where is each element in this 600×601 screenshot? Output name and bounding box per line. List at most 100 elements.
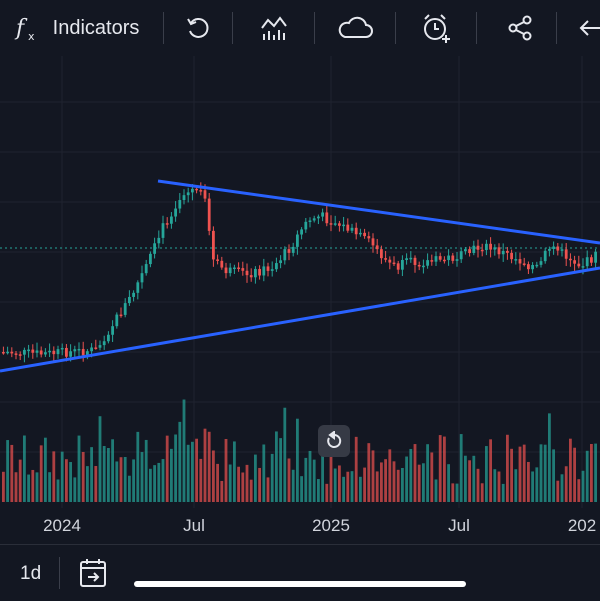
volume-bar: [18, 459, 22, 502]
volume-bar: [216, 463, 219, 502]
volume-bar: [422, 463, 425, 502]
volume-bar: [31, 469, 35, 502]
volume-bar: [459, 434, 463, 502]
volume-bar: [144, 439, 148, 502]
volume-bar: [199, 458, 203, 502]
volume-bar: [531, 471, 534, 502]
candle-body: [102, 341, 106, 346]
volume-bar: [342, 476, 345, 502]
chart-canvas[interactable]: [0, 56, 600, 508]
candle-body: [144, 264, 148, 274]
share-icon[interactable]: [502, 0, 538, 56]
candle-body: [111, 326, 114, 335]
candle-body: [329, 223, 333, 225]
volume-bar: [493, 469, 497, 502]
volume-bar: [98, 416, 102, 502]
volume-bar: [304, 457, 308, 502]
volume-bar: [359, 476, 362, 502]
volume-bar: [325, 483, 329, 502]
indicators-button[interactable]: Indicators: [48, 0, 144, 56]
interval-selector[interactable]: 1d: [20, 563, 42, 584]
candle-body: [128, 296, 131, 304]
candle-body: [77, 348, 81, 351]
function-icon[interactable]: f x: [10, 0, 44, 56]
candle-body: [94, 347, 98, 350]
candle-body: [510, 252, 513, 260]
time-tick: 2025: [312, 516, 350, 535]
volume-bar: [136, 431, 140, 502]
volume-bar: [321, 450, 324, 502]
bottom-bar: 1d: [0, 544, 600, 601]
volume-bar: [228, 464, 232, 502]
volume-bar: [489, 439, 492, 502]
candle-body: [178, 200, 182, 209]
candle-body: [506, 250, 509, 253]
time-tick: 2024: [43, 516, 81, 535]
candle-body: [212, 230, 215, 260]
candle-body: [207, 198, 211, 231]
volume-bar: [65, 459, 68, 502]
candle-body: [44, 352, 47, 355]
price-chart[interactable]: [0, 56, 600, 508]
candle-body: [375, 245, 379, 250]
volume-bar: [392, 461, 396, 502]
candle-body: [258, 268, 261, 276]
volume-bar: [447, 464, 450, 502]
svg-text:x: x: [28, 30, 35, 43]
candle-body: [300, 229, 303, 235]
volume-bar: [270, 453, 274, 502]
volume-bar: [354, 436, 358, 502]
volume-bar: [539, 444, 543, 502]
volume-bar: [577, 479, 581, 502]
undo-icon[interactable]: [180, 0, 216, 56]
reset-chart-button[interactable]: [318, 425, 350, 457]
volume-bar: [396, 469, 400, 502]
candle-body: [90, 347, 93, 352]
candle-body: [527, 264, 530, 270]
candle-body: [228, 267, 232, 274]
volume-bar: [346, 471, 350, 502]
volume-bar: [102, 446, 106, 502]
candle-body: [354, 227, 358, 235]
volume-bar: [90, 447, 93, 502]
volume-bar: [480, 483, 484, 502]
candle-body: [480, 249, 484, 252]
volume-bar: [300, 476, 303, 502]
volume-bar: [527, 461, 530, 502]
indicators-label: Indicators: [52, 16, 140, 39]
candle-body: [149, 253, 152, 265]
cloud-icon[interactable]: [334, 0, 376, 56]
candle-body: [485, 243, 488, 251]
volume-bar: [485, 446, 488, 502]
volume-bar: [363, 467, 366, 502]
calendar-goto-icon[interactable]: [78, 557, 108, 589]
volume-bar: [195, 438, 198, 502]
volume-bar: [384, 459, 387, 502]
volume-bar: [434, 479, 438, 502]
candle-body: [590, 257, 593, 263]
chart-type-icon[interactable]: [256, 0, 292, 56]
volume-bar: [590, 444, 593, 502]
toolbar-divider: [395, 12, 396, 44]
volume-bar: [77, 435, 81, 502]
candle-body: [191, 188, 194, 193]
volume-bar: [224, 438, 228, 502]
candle-body: [2, 352, 5, 354]
alert-add-icon[interactable]: [416, 0, 456, 56]
volume-bar: [128, 475, 131, 502]
candlesticks: [2, 182, 597, 363]
candle-body: [367, 236, 371, 239]
candle-body: [443, 259, 446, 262]
candle-body: [514, 259, 518, 261]
volume-bar: [81, 451, 85, 502]
candle-body: [359, 232, 362, 235]
bottom-divider: [59, 557, 60, 589]
volume-bar: [564, 466, 568, 502]
volume-bar: [245, 464, 249, 502]
candle-body: [464, 249, 467, 252]
volume-bar: [506, 434, 509, 502]
candle-body: [304, 221, 308, 230]
candle-body: [539, 261, 543, 265]
back-arrow-icon[interactable]: [578, 0, 600, 56]
volume-bar: [367, 443, 371, 502]
